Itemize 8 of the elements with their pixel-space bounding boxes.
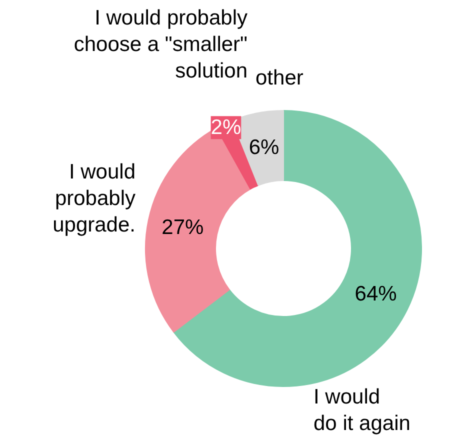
data-label: 6% xyxy=(248,136,280,159)
data-label: 64% xyxy=(354,282,397,306)
slice-label: other xyxy=(256,66,304,90)
slice-label: I would do it again xyxy=(314,386,410,435)
slice-label: I would probably upgrade. xyxy=(52,160,136,236)
slice-label: I would probably choose a "smaller" solution xyxy=(74,6,248,82)
data-label: 2% xyxy=(210,116,242,140)
data-label: 27% xyxy=(162,216,204,239)
